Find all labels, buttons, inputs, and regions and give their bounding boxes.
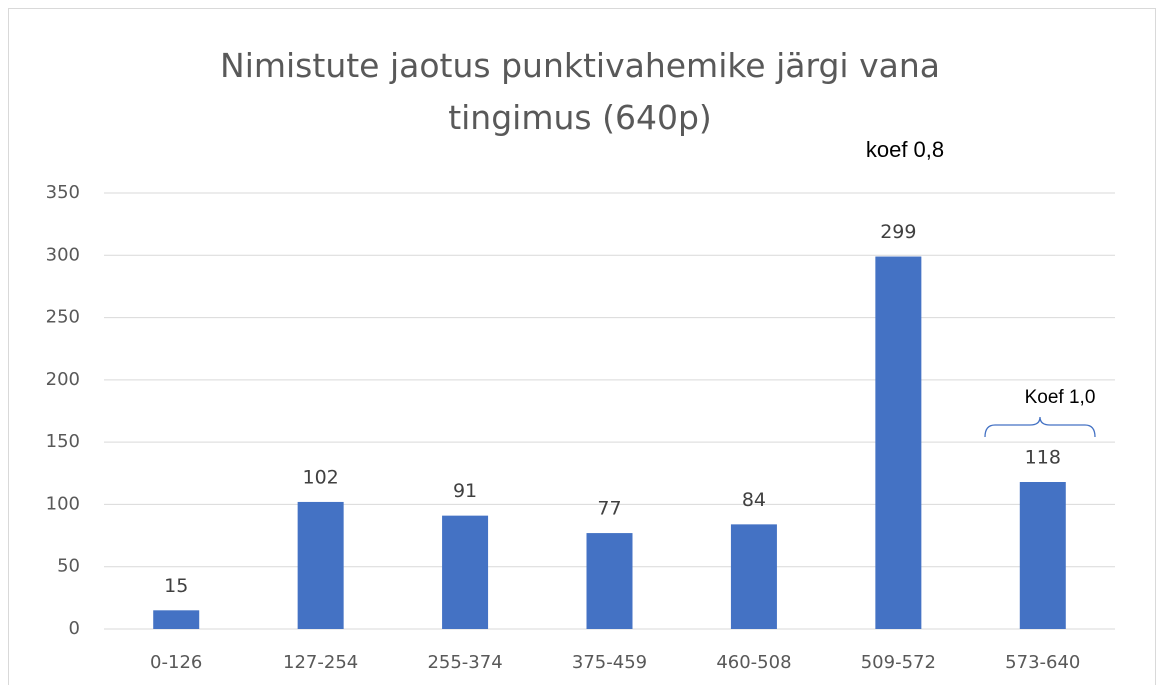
- y-tick-label: 50: [57, 556, 80, 577]
- bar: [153, 610, 200, 629]
- data-label: 102: [303, 466, 339, 488]
- chart-border: [8, 8, 1156, 685]
- y-tick-label: 100: [46, 493, 80, 514]
- data-label: 15: [164, 575, 188, 597]
- data-label: 299: [880, 221, 916, 243]
- bar: [730, 524, 777, 629]
- data-label: 91: [453, 480, 477, 502]
- x-tick-label: 375-459: [572, 652, 647, 673]
- chart-title: Nimistute jaotus punktivahemike järgi va…: [220, 46, 940, 137]
- data-label: 84: [742, 489, 766, 511]
- annotation: Koef 1,0: [1025, 387, 1096, 408]
- x-tick-label: 573-640: [1005, 652, 1080, 673]
- y-tick-label: 350: [46, 182, 80, 203]
- data-label: 118: [1025, 447, 1061, 469]
- bar: [442, 515, 489, 629]
- y-tick-label: 300: [46, 244, 80, 265]
- bar: [1019, 482, 1066, 629]
- annotation: koef 0,8: [866, 137, 944, 162]
- brace: [984, 416, 1096, 438]
- x-tick-label: 127-254: [283, 652, 358, 673]
- bar: [297, 501, 344, 629]
- x-tick-label: 0-126: [150, 652, 202, 673]
- bar: [875, 256, 922, 629]
- y-tick-label: 250: [46, 307, 80, 328]
- x-tick-label: 255-374: [427, 652, 502, 673]
- bar: [586, 533, 633, 629]
- x-tick-label: 460-508: [716, 652, 791, 673]
- y-tick-label: 200: [46, 369, 80, 390]
- y-tick-label: 0: [69, 618, 80, 639]
- x-tick-label: 509-572: [861, 652, 936, 673]
- y-tick-label: 150: [46, 431, 80, 452]
- data-label: 77: [597, 498, 621, 520]
